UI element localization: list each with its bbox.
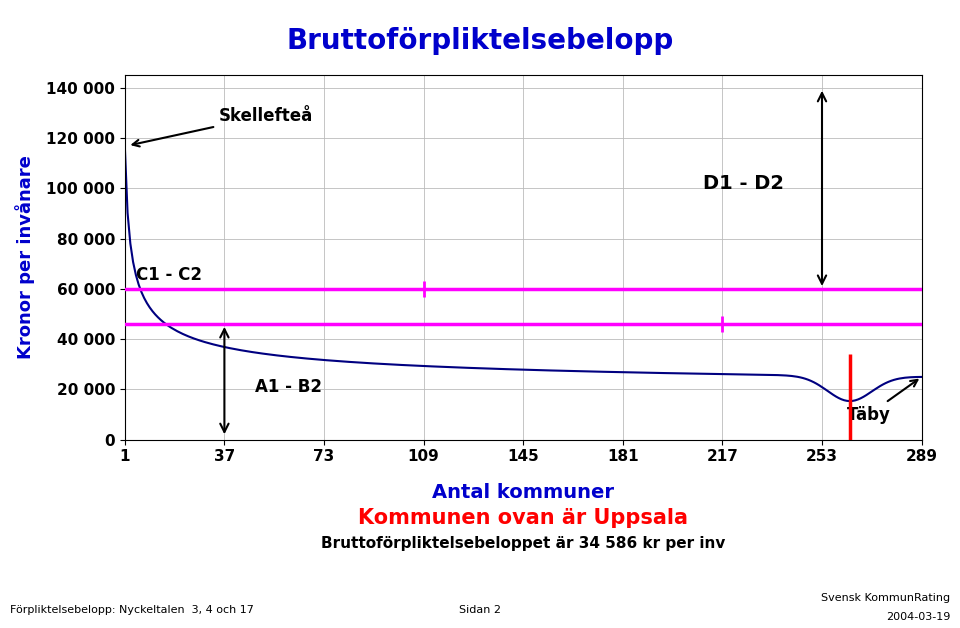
Text: Antal kommuner: Antal kommuner xyxy=(432,484,614,502)
Text: 2004-03-19: 2004-03-19 xyxy=(886,612,950,622)
Text: Bruttoförpliktelsebelopp: Bruttoförpliktelsebelopp xyxy=(286,27,674,55)
Text: Täby: Täby xyxy=(847,380,918,423)
Text: Skellefteå: Skellefteå xyxy=(132,107,313,146)
Text: Förpliktelsebelopp: Nyckeltalen  3, 4 och 17: Förpliktelsebelopp: Nyckeltalen 3, 4 och… xyxy=(10,605,253,615)
Text: Kommunen ovan är Uppsala: Kommunen ovan är Uppsala xyxy=(358,508,688,528)
Text: Sidan 2: Sidan 2 xyxy=(459,605,501,615)
Text: D1 - D2: D1 - D2 xyxy=(703,174,784,193)
Text: A1 - B2: A1 - B2 xyxy=(254,378,322,396)
Text: Bruttoförpliktelsebeloppet är 34 586 kr per inv: Bruttoförpliktelsebeloppet är 34 586 kr … xyxy=(321,536,726,551)
Text: Svensk KommunRating: Svensk KommunRating xyxy=(821,593,950,603)
Y-axis label: Kronor per invånare: Kronor per invånare xyxy=(15,156,35,359)
Text: C1 - C2: C1 - C2 xyxy=(136,266,202,284)
